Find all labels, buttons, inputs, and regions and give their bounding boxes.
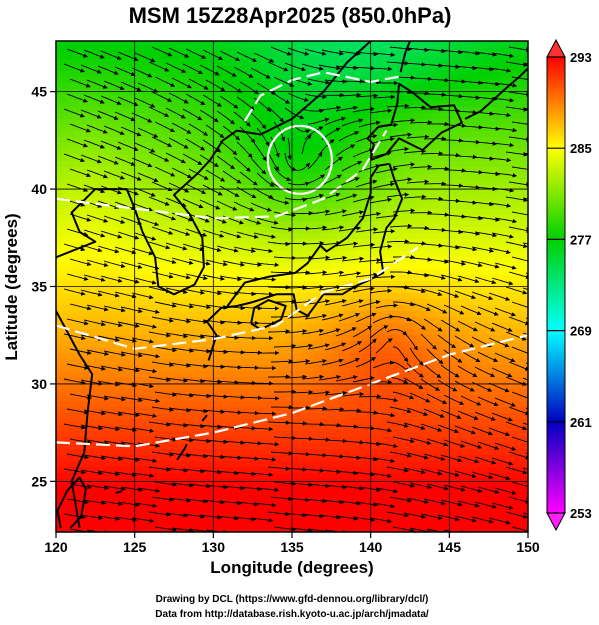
x-tick-label: 135	[280, 539, 304, 555]
y-tick-label: 40	[31, 181, 47, 197]
y-tick-label: 25	[31, 473, 47, 489]
colorbar-tick-label: 261	[570, 415, 592, 430]
colorbar-tick-label: 269	[570, 324, 592, 339]
x-tick-label: 125	[123, 539, 147, 555]
y-tick-label: 35	[31, 279, 47, 295]
credit-line-1: Drawing by DCL (https://www.gfd-dennou.o…	[156, 594, 429, 605]
colorbar-tick-label: 285	[570, 141, 592, 156]
colorbar-max-triangle	[546, 38, 566, 58]
colorbar-ticks: 253 261 269 277 285 293	[547, 50, 592, 521]
x-tick-label: 145	[438, 539, 462, 555]
colorbar-tick-label: 293	[570, 50, 592, 65]
x-tick-label: 150	[516, 539, 540, 555]
x-tick-label: 130	[202, 539, 226, 555]
x-tick-label: 120	[44, 539, 68, 555]
x-tick-label: 140	[359, 539, 383, 555]
map-title: MSM 15Z28Apr2025 (850.0hPa)	[129, 3, 452, 28]
colorbar-tick-label: 253	[570, 506, 592, 521]
colorbar-min-triangle	[546, 512, 566, 532]
y-axis-label: Latitude (degrees)	[2, 213, 21, 360]
credit-line-2: Data from http://database.rish.kyoto-u.a…	[155, 609, 429, 620]
colorbar-tick-label: 277	[570, 232, 592, 247]
lat-lon-grid	[56, 41, 528, 532]
y-axis-ticks: 25 30 35 40 45	[31, 84, 56, 489]
y-tick-label: 45	[31, 84, 47, 100]
y-tick-label: 30	[31, 376, 47, 392]
colorbar-scale	[546, 56, 566, 514]
x-axis-ticks: 120 125 130 135 140 145 150	[44, 532, 540, 555]
x-axis-label: Longitude (degrees)	[210, 558, 373, 577]
map-plot-area	[56, 41, 528, 532]
colorbar: 253 261 269 277 285 293	[546, 38, 592, 532]
